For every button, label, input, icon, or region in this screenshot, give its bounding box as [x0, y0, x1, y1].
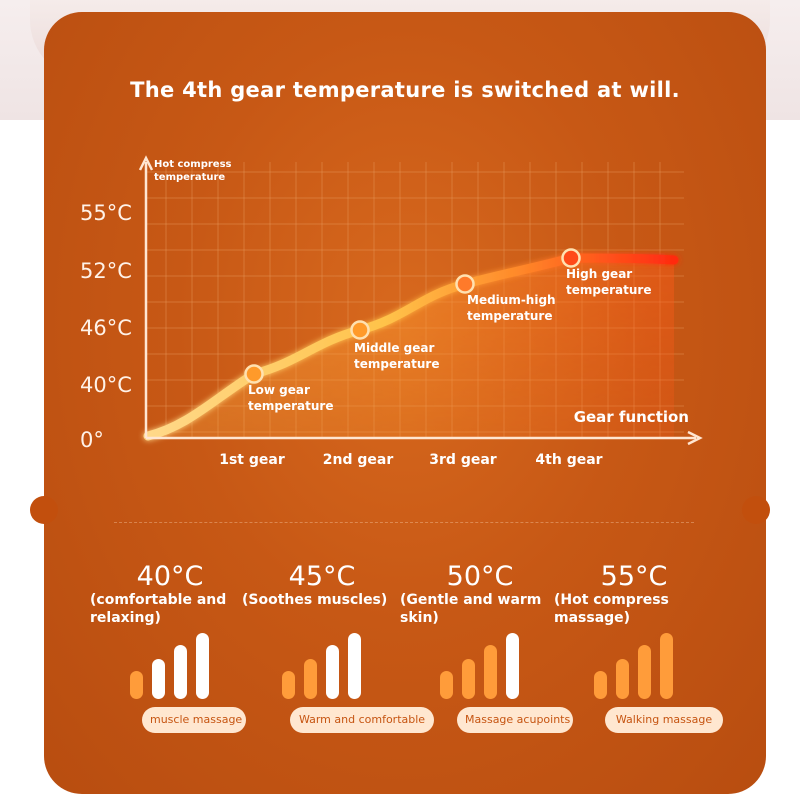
- point-label: Middle gear: [354, 341, 434, 355]
- y-tick-label: 46°C: [80, 316, 132, 340]
- y-axis-title: temperature: [154, 172, 225, 183]
- chart-area-fill: [148, 258, 674, 438]
- point-label: temperature: [354, 357, 439, 371]
- gear-card: 50°C (Gentle and warm skin): [400, 557, 560, 747]
- x-tick-label: 1st gear: [219, 452, 285, 468]
- chart-point: [244, 364, 264, 384]
- level-bar: [638, 645, 651, 699]
- level-bar: [616, 659, 629, 699]
- headline: The 4th gear temperature is switched at …: [130, 78, 680, 102]
- gear-card: 55°C (Hot compress massage): [554, 557, 714, 747]
- gear-description: (Hot compress massage): [554, 592, 669, 626]
- gear-card: 40°C (comfortable and relaxing): [90, 557, 250, 747]
- x-tick-label: 2nd gear: [323, 452, 394, 468]
- level-bar: [660, 633, 673, 699]
- y-tick-label: 55°C: [80, 201, 132, 225]
- chart-point: [561, 248, 581, 268]
- gear-mode-pill: Warm and comfortable: [290, 707, 434, 733]
- gear-mode-pill: Walking massage: [605, 707, 723, 733]
- gear-mode-pill: Massage acupoints: [457, 707, 573, 733]
- point-label: Medium-high: [467, 293, 556, 307]
- y-axis-arrow: [138, 155, 154, 171]
- level-bar: [174, 645, 187, 699]
- level-bar: [130, 671, 143, 699]
- y-tick-label: 52°C: [80, 259, 132, 283]
- x-axis-title: Gear function: [574, 408, 689, 426]
- temperature-chart: Hot compress temperature 0° 40°C 46°C 52°C 55°…: [80, 155, 703, 468]
- level-bar: [196, 633, 209, 699]
- gear-card: 45°C (Soothes muscles): [242, 557, 402, 747]
- gear-level-bars: [130, 627, 220, 699]
- level-bar: [152, 659, 165, 699]
- level-bar: [440, 671, 453, 699]
- gear-level-bars: [282, 627, 372, 699]
- level-bar: [484, 645, 497, 699]
- x-axis-arrow: [687, 430, 703, 446]
- point-label: temperature: [467, 309, 552, 323]
- gear-description: (Soothes muscles): [242, 592, 388, 608]
- level-bar: [506, 633, 519, 699]
- gear-description: (Gentle and warm skin): [400, 592, 542, 626]
- gear-level-bars: [594, 627, 684, 699]
- point-label: High gear: [566, 267, 632, 281]
- chart-point: [350, 320, 370, 340]
- gear-description: (comfortable and relaxing): [90, 592, 227, 626]
- y-tick-label: 40°C: [80, 373, 132, 397]
- level-bar: [282, 671, 295, 699]
- y-axis-title: Hot compress: [154, 159, 232, 170]
- section-divider: [114, 522, 694, 523]
- level-bar: [348, 633, 361, 699]
- gear-temperature: 55°C: [600, 561, 668, 592]
- gear-temperature: 45°C: [288, 561, 356, 592]
- level-bar: [594, 671, 607, 699]
- gear-level-bars: [440, 627, 530, 699]
- level-bar: [304, 659, 317, 699]
- gear-temperature: 50°C: [446, 561, 514, 592]
- gear-info-panel: The 4th gear temperature is switched at …: [44, 12, 766, 794]
- gear-cards: 40°C (comfortable and relaxing) muscle mas…: [44, 557, 766, 757]
- gear-temperature: 40°C: [136, 561, 204, 592]
- point-label: temperature: [566, 283, 651, 297]
- point-label: temperature: [248, 399, 333, 413]
- x-tick-label: 3rd gear: [429, 452, 497, 468]
- decor-dot-right: [742, 496, 770, 524]
- decor-dot-left: [30, 496, 58, 524]
- gear-mode-pill: muscle massage: [142, 707, 246, 733]
- level-bar: [326, 645, 339, 699]
- level-bar: [462, 659, 475, 699]
- point-label: Low gear: [248, 383, 310, 397]
- y-tick-label: 0°: [80, 428, 104, 452]
- x-tick-label: 4th gear: [535, 452, 602, 468]
- chart-point: [455, 274, 475, 294]
